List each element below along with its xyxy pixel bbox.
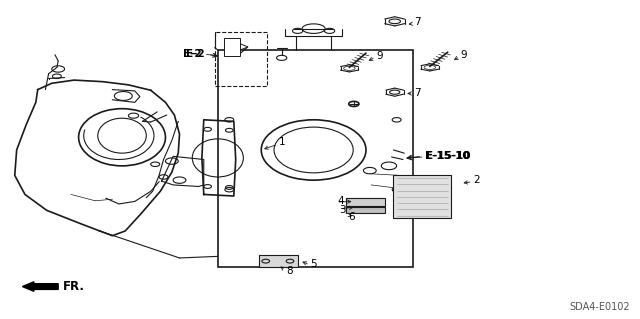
Bar xyxy=(346,206,385,213)
Text: E-15-10: E-15-10 xyxy=(426,151,470,161)
Bar xyxy=(218,50,413,268)
Text: 9: 9 xyxy=(376,51,383,61)
Text: 4: 4 xyxy=(337,196,344,206)
Bar xyxy=(394,175,451,218)
Polygon shape xyxy=(240,44,248,50)
Text: FR.: FR. xyxy=(63,280,84,293)
Bar xyxy=(346,197,385,205)
Text: 6: 6 xyxy=(349,212,355,222)
Text: E-15-10: E-15-10 xyxy=(426,151,470,161)
Text: SDA4-E0102: SDA4-E0102 xyxy=(569,302,630,312)
Text: E-2: E-2 xyxy=(182,49,202,59)
Text: 5: 5 xyxy=(310,259,317,269)
Text: 7: 7 xyxy=(415,17,421,27)
Bar xyxy=(224,38,240,56)
Text: 7: 7 xyxy=(415,88,421,98)
Text: 3: 3 xyxy=(339,205,346,215)
Text: 1: 1 xyxy=(278,137,285,147)
Text: 2: 2 xyxy=(473,175,480,185)
Text: E-2: E-2 xyxy=(186,49,205,59)
Text: 9: 9 xyxy=(461,50,467,60)
Text: 8: 8 xyxy=(286,266,292,276)
FancyArrow shape xyxy=(22,282,58,291)
Bar xyxy=(214,33,267,86)
Bar xyxy=(259,255,298,268)
